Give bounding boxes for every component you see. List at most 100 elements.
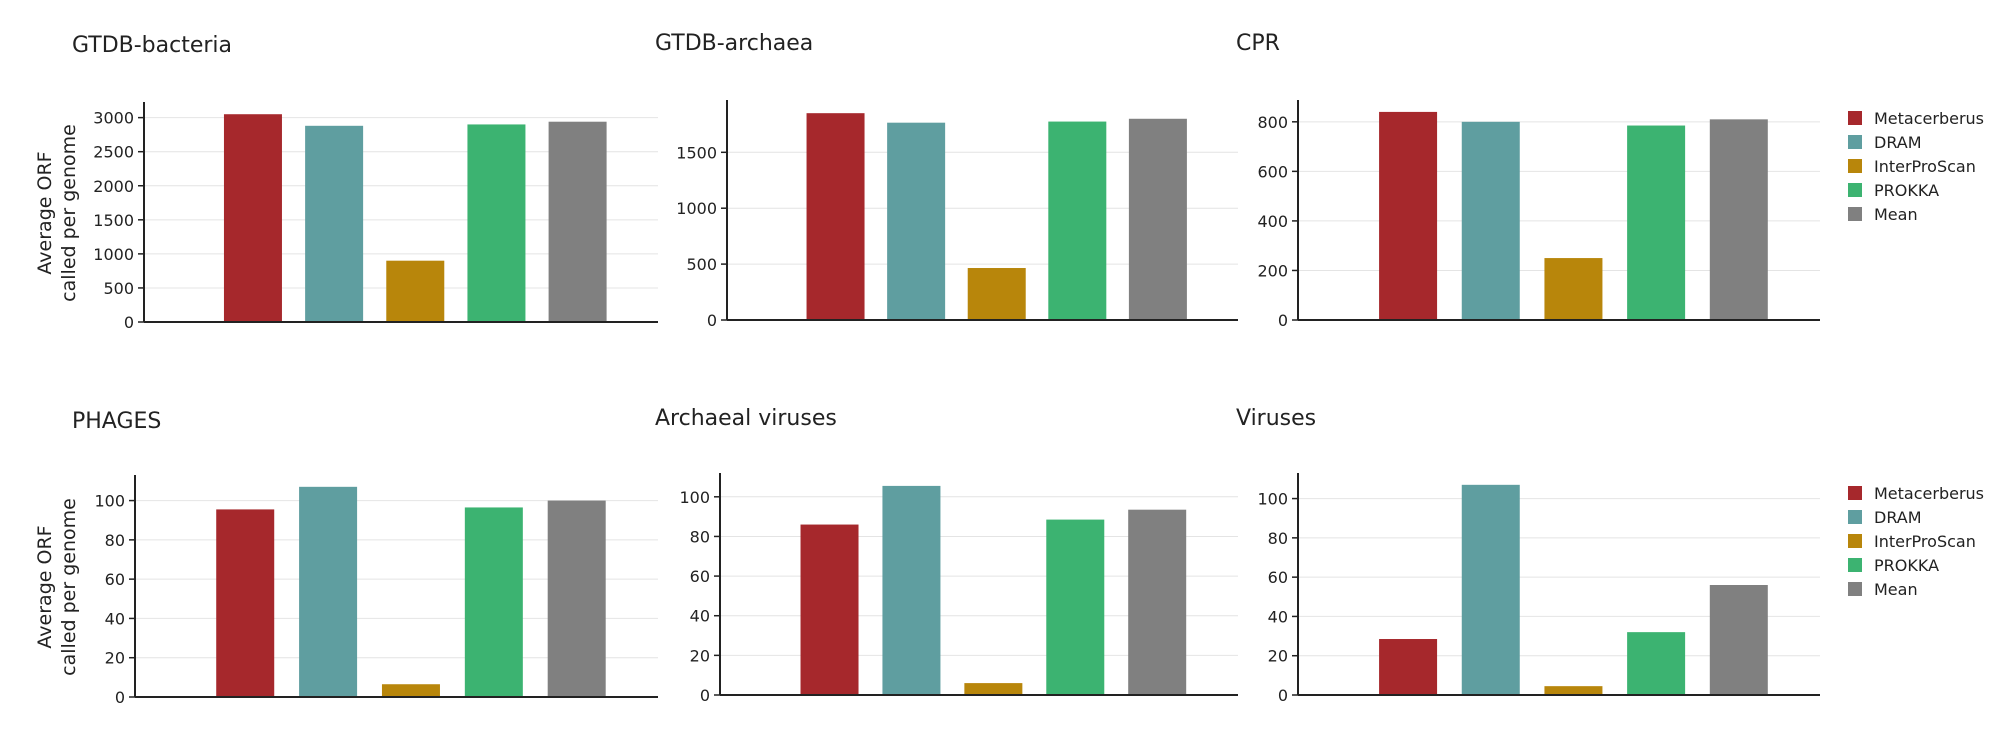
legend-swatch [1848,582,1862,596]
y-tick-label: 1500 [93,211,134,230]
legend-swatch [1848,558,1862,572]
legend-label: Metacerberus [1874,109,1984,128]
legend-label: PROKKA [1874,181,1939,200]
y-tick-label: 40 [1268,607,1288,626]
y-axis-label: called per genome [58,124,80,302]
y-tick-label: 0 [1278,686,1288,705]
y-axis-label: called per genome [58,498,80,676]
bar-prokka [1048,121,1107,320]
y-tick-label: 100 [94,492,125,511]
y-tick-label: 80 [105,531,125,550]
bar-prokka [467,124,526,322]
bar-interproscan [967,268,1026,320]
y-tick-label: 60 [690,567,710,586]
legend-swatch [1848,159,1862,173]
y-tick-label: 500 [103,279,134,298]
bar-metacerberus [1379,639,1438,695]
legend-label: InterProScan [1874,532,1976,551]
legend-swatch [1848,486,1862,500]
y-tick-label: 60 [1268,568,1288,587]
bar-dram [305,125,364,322]
y-tick-label: 80 [1268,529,1288,548]
y-tick-label: 0 [124,313,134,332]
y-tick-label: 80 [690,527,710,546]
y-tick-label: 0 [707,311,717,330]
bar-prokka [1627,632,1686,695]
y-tick-label: 0 [115,688,125,707]
y-tick-label: 600 [1257,162,1288,181]
bar-mean [1709,119,1768,320]
panel-title: GTDB-bacteria [72,33,232,58]
chart-panel-2: CPR 0 200 400 600 800 [1236,31,1820,330]
y-tick-label: 800 [1257,113,1288,132]
legend-swatch [1848,111,1862,125]
chart-panel-0: GTDB-bacteria 0 500 1000 1500 2000 2500 3000 Ave… [34,33,658,332]
y-tick-label: 100 [1257,490,1288,509]
bar-prokka [464,507,523,697]
bar-mean [1709,585,1768,695]
panel-title: Viruses [1236,406,1316,431]
bar-interproscan [381,684,440,697]
legend-swatch [1848,207,1862,221]
bar-mean [1128,118,1187,321]
bar-metacerberus [223,114,282,322]
bar-mean [1128,509,1187,695]
legend-label: InterProScan [1874,157,1976,176]
panel-title: GTDB-archaea [655,31,813,56]
bar-metacerberus [216,509,275,697]
legend-label: Mean [1874,580,1918,599]
legend-label: DRAM [1874,508,1922,527]
legend-label: DRAM [1874,133,1922,152]
y-axis-label: Average ORF [34,151,56,274]
y-tick-label: 2000 [93,177,134,196]
bar-prokka [1046,519,1105,695]
bar-metacerberus [1379,111,1438,320]
y-axis-label: Average ORF [34,525,56,648]
y-tick-label: 200 [1257,261,1288,280]
chart-panel-5: Viruses 0 20 40 60 80 100 [1236,406,1820,705]
bar-mean [548,121,607,323]
legend-swatch [1848,183,1862,197]
bar-dram [1461,484,1520,695]
y-tick-label: 100 [679,488,710,507]
legend-swatch [1848,510,1862,524]
chart-panel-4: Archaeal viruses 0 20 40 60 80 100 [655,406,1238,705]
y-tick-label: 400 [1257,212,1288,231]
legend-label: PROKKA [1874,556,1939,575]
legend: Metacerberus DRAM InterProScan PROKKA Mean [1848,109,1984,224]
y-tick-label: 20 [105,649,125,668]
y-tick-label: 0 [1278,311,1288,330]
bar-dram [882,485,941,695]
y-tick-label: 60 [105,570,125,589]
bar-dram [299,486,358,697]
legend-label: Metacerberus [1874,484,1984,503]
y-tick-label: 20 [1268,647,1288,666]
y-tick-label: 2500 [93,143,134,162]
bar-interproscan [1544,258,1603,320]
legend-swatch [1848,135,1862,149]
bar-interproscan [964,683,1023,695]
y-tick-label: 1000 [676,199,717,218]
bar-metacerberus [806,113,865,320]
y-tick-label: 1000 [93,245,134,264]
panel-title: PHAGES [72,409,161,434]
legend-label: Mean [1874,205,1918,224]
chart-panel-3: PHAGES 0 20 40 60 80 100 Average ORF called per … [34,409,658,707]
bar-interproscan [1544,686,1603,695]
y-tick-label: 20 [690,646,710,665]
y-tick-label: 1500 [676,143,717,162]
y-tick-label: 500 [686,255,717,274]
panel-title: Archaeal viruses [655,406,837,431]
y-tick-label: 40 [105,609,125,628]
chart-panel-1: GTDB-archaea 0 500 1000 1500 [655,31,1238,330]
legend-swatch [1848,534,1862,548]
bar-interproscan [386,260,445,322]
y-tick-label: 3000 [93,109,134,128]
bar-mean [547,500,606,697]
bar-dram [1461,121,1520,321]
y-tick-label: 40 [690,607,710,626]
bar-metacerberus [800,524,859,695]
legend: Metacerberus DRAM InterProScan PROKKA Mean [1848,484,1984,599]
panel-title: CPR [1236,31,1280,56]
